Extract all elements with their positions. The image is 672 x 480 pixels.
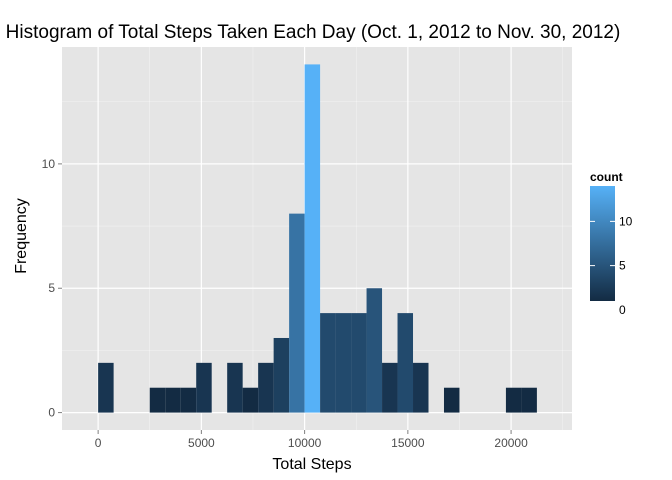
histogram-bar — [149, 387, 166, 413]
x-axis: 0 5000 10000 15000 20000 — [95, 430, 528, 450]
histogram-bar — [289, 213, 305, 413]
histogram-bar — [98, 362, 114, 413]
x-tick-label: 15000 — [391, 436, 425, 450]
legend-tick-label: 0 — [619, 303, 626, 317]
histogram-bar — [443, 387, 460, 413]
histogram-bar — [351, 313, 367, 413]
histogram-bar — [335, 313, 352, 413]
histogram-bar — [165, 387, 181, 413]
y-axis: 0 5 10 — [42, 157, 62, 420]
histogram-bar — [366, 288, 383, 413]
histogram-bar — [304, 64, 321, 413]
y-axis-title: Frequency — [13, 198, 30, 274]
x-tick-label: 10000 — [288, 436, 322, 450]
histogram-bar — [382, 362, 398, 413]
y-tick-label: 0 — [48, 406, 55, 420]
x-axis-title: Total Steps — [272, 456, 351, 473]
histogram-bar — [521, 387, 537, 413]
y-tick-label: 5 — [48, 281, 55, 295]
histogram-bar — [242, 387, 259, 413]
legend-tick-label: 10 — [619, 214, 633, 228]
histogram-bar — [397, 313, 414, 413]
histogram-bar — [180, 387, 197, 413]
x-tick-label: 5000 — [188, 436, 215, 450]
histogram-bar — [505, 387, 522, 413]
histogram-bar — [413, 362, 429, 413]
histogram-bars — [98, 64, 537, 413]
legend-title: count — [590, 170, 623, 184]
histogram-bar — [227, 362, 243, 413]
plot-panel — [62, 47, 572, 430]
y-tick-label: 10 — [42, 157, 56, 171]
x-tick-label: 20000 — [494, 436, 528, 450]
histogram-bar — [273, 337, 290, 413]
histogram-bar — [320, 313, 336, 413]
legend-ticks: 0 5 10 — [590, 214, 633, 317]
chart-title: Histogram of Total Steps Taken Each Day … — [6, 22, 621, 43]
x-tick-label: 0 — [95, 436, 102, 450]
histogram-bar — [196, 362, 212, 413]
legend: count 0 5 10 — [590, 170, 633, 317]
legend-colorbar — [590, 186, 615, 301]
histogram-bar — [258, 362, 274, 413]
legend-tick-label: 5 — [619, 259, 626, 273]
